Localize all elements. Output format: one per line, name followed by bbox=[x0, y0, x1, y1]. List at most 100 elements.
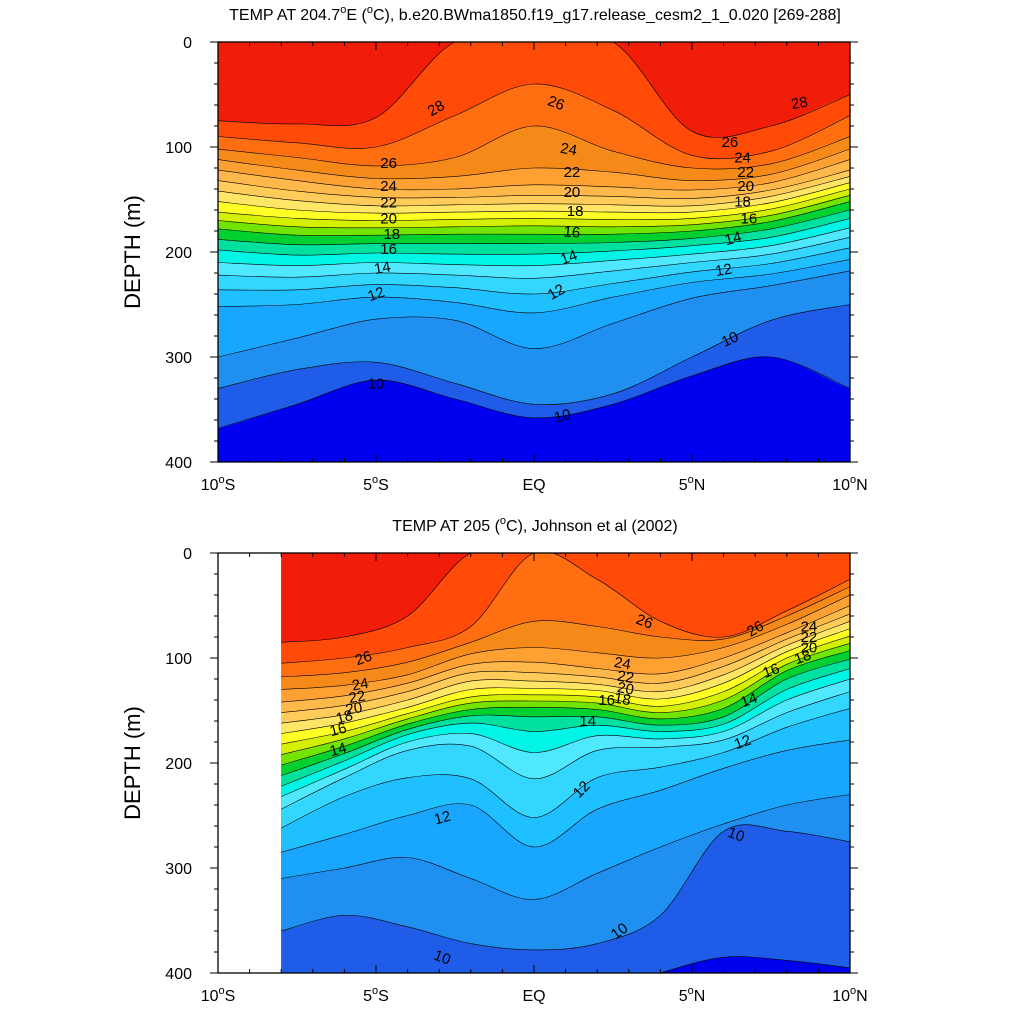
contour-label: 18 bbox=[734, 194, 751, 211]
contour-label: 20 bbox=[616, 679, 635, 699]
y-tick-label: 200 bbox=[165, 245, 192, 262]
contour-label: 14 bbox=[328, 739, 349, 760]
y-tick-label: 0 bbox=[183, 35, 192, 52]
contour-label: 12 bbox=[732, 732, 753, 754]
contour-label: 28 bbox=[425, 97, 448, 120]
isotherm-15 bbox=[281, 678, 850, 797]
contour-label: 10 bbox=[725, 824, 746, 846]
contour-label: 24 bbox=[801, 619, 818, 636]
x-axis: 10oS 5oS EQ 5oN 10oN bbox=[201, 42, 868, 494]
contour-label: 20 bbox=[344, 699, 363, 719]
isotherm-12 bbox=[281, 739, 850, 853]
contour-band-28 bbox=[281, 553, 850, 643]
x-tick-label: 5oS bbox=[363, 985, 389, 1005]
x-tick-label: 5oN bbox=[679, 474, 706, 494]
isotherm-14 bbox=[281, 691, 850, 810]
isotherm-19 bbox=[281, 643, 850, 755]
contour-label: 12 bbox=[714, 261, 733, 281]
isotherm-14 bbox=[218, 237, 850, 279]
isotherm-23 bbox=[218, 169, 850, 199]
isotherm-9 bbox=[659, 956, 850, 973]
contour-label: 18 bbox=[613, 690, 632, 710]
isotherm-15 bbox=[218, 227, 850, 267]
isotherm-10 bbox=[281, 824, 850, 951]
contour-label: 24 bbox=[734, 150, 751, 167]
contour-label: 22 bbox=[347, 688, 366, 708]
contour-label: 10 bbox=[368, 375, 385, 392]
contour-fills: 2626262424242222222020201818181616161414… bbox=[281, 553, 850, 973]
contour-label: 10 bbox=[608, 920, 631, 943]
contour-label: 14 bbox=[579, 713, 596, 730]
chart-panel-2: 2626262424242222222020201818181616161414… bbox=[120, 515, 868, 1005]
contour-label: 12 bbox=[545, 281, 568, 304]
contour-label: 26 bbox=[744, 617, 767, 640]
isotherm-21 bbox=[281, 628, 850, 734]
y-axis-title: DEPTH (m) bbox=[120, 195, 145, 309]
contour-label: 26 bbox=[634, 611, 655, 633]
y-tick-label: 0 bbox=[183, 546, 192, 563]
isotherm-23 bbox=[281, 613, 850, 713]
contour-label: 18 bbox=[792, 647, 813, 669]
isotherm-25 bbox=[218, 148, 850, 181]
contour-label: 10 bbox=[719, 328, 741, 350]
contour-label: 16 bbox=[380, 241, 397, 258]
isotherm-17 bbox=[218, 209, 850, 246]
isotherm-20 bbox=[218, 188, 850, 221]
contour-label: 10 bbox=[552, 406, 573, 427]
contour-band-28 bbox=[218, 42, 850, 138]
y-tick-label: 300 bbox=[165, 350, 192, 367]
isotherm-16 bbox=[218, 218, 850, 256]
isotherm-24 bbox=[218, 159, 850, 191]
contour-label: 12 bbox=[432, 808, 453, 829]
x-tick-label: EQ bbox=[522, 988, 545, 1005]
contour-label: 26 bbox=[353, 648, 374, 670]
isotherm-10 bbox=[218, 304, 850, 405]
contour-label: 16 bbox=[741, 210, 758, 227]
isotherm-21 bbox=[218, 182, 850, 214]
contour-label: 18 bbox=[334, 707, 355, 728]
y-tick-label: 300 bbox=[165, 861, 192, 878]
isotherm-18 bbox=[218, 201, 850, 237]
y-axis: 0 100 200 300 400 bbox=[165, 35, 858, 472]
isotherm-27 bbox=[218, 83, 850, 160]
isotherm-9 bbox=[218, 356, 850, 429]
isotherm-28 bbox=[281, 553, 850, 643]
contour-label: 24 bbox=[351, 675, 370, 695]
y-tick-label: 400 bbox=[165, 966, 192, 983]
contour-label: 14 bbox=[558, 247, 579, 269]
y-axis-title: DEPTH (m) bbox=[120, 706, 145, 820]
y-tick-label: 100 bbox=[165, 651, 192, 668]
contour-label: 16 bbox=[598, 692, 615, 709]
y-tick-label: 400 bbox=[165, 455, 192, 472]
contour-label: 12 bbox=[365, 284, 386, 306]
contour-label: 24 bbox=[380, 178, 397, 195]
x-axis: 10oS 5oS EQ 5oN 10oN bbox=[201, 553, 868, 1005]
contour-label: 24 bbox=[613, 654, 632, 674]
contour-label: 18 bbox=[567, 203, 584, 220]
contour-label: 16 bbox=[328, 720, 349, 741]
isotherm-11 bbox=[218, 270, 850, 358]
isotherm-24 bbox=[281, 605, 850, 703]
y-tick-label: 100 bbox=[165, 140, 192, 157]
contour-label: 16 bbox=[760, 660, 781, 682]
x-tick-label: EQ bbox=[522, 477, 545, 494]
contour-label: 22 bbox=[380, 195, 397, 212]
x-tick-label: 10oN bbox=[832, 474, 867, 494]
contour-label: 18 bbox=[383, 226, 400, 243]
isotherm-20 bbox=[281, 635, 850, 745]
contour-label: 26 bbox=[545, 93, 566, 115]
contour-label: 14 bbox=[738, 690, 759, 712]
isotherm-13 bbox=[218, 247, 850, 295]
x-tick-label: 5oN bbox=[679, 985, 706, 1005]
contour-label: 14 bbox=[723, 228, 744, 249]
contour-label: 22 bbox=[737, 164, 754, 181]
contour-label: 22 bbox=[616, 668, 635, 688]
contour-label: 10 bbox=[431, 947, 452, 969]
contour-label: 22 bbox=[564, 164, 581, 181]
contour-label: 24 bbox=[559, 140, 578, 160]
isotherm-28 bbox=[218, 42, 850, 138]
chart-title: TEMP AT 205 (oC), Johnson et al (2002) bbox=[392, 515, 677, 535]
isotherm-11 bbox=[281, 794, 850, 900]
